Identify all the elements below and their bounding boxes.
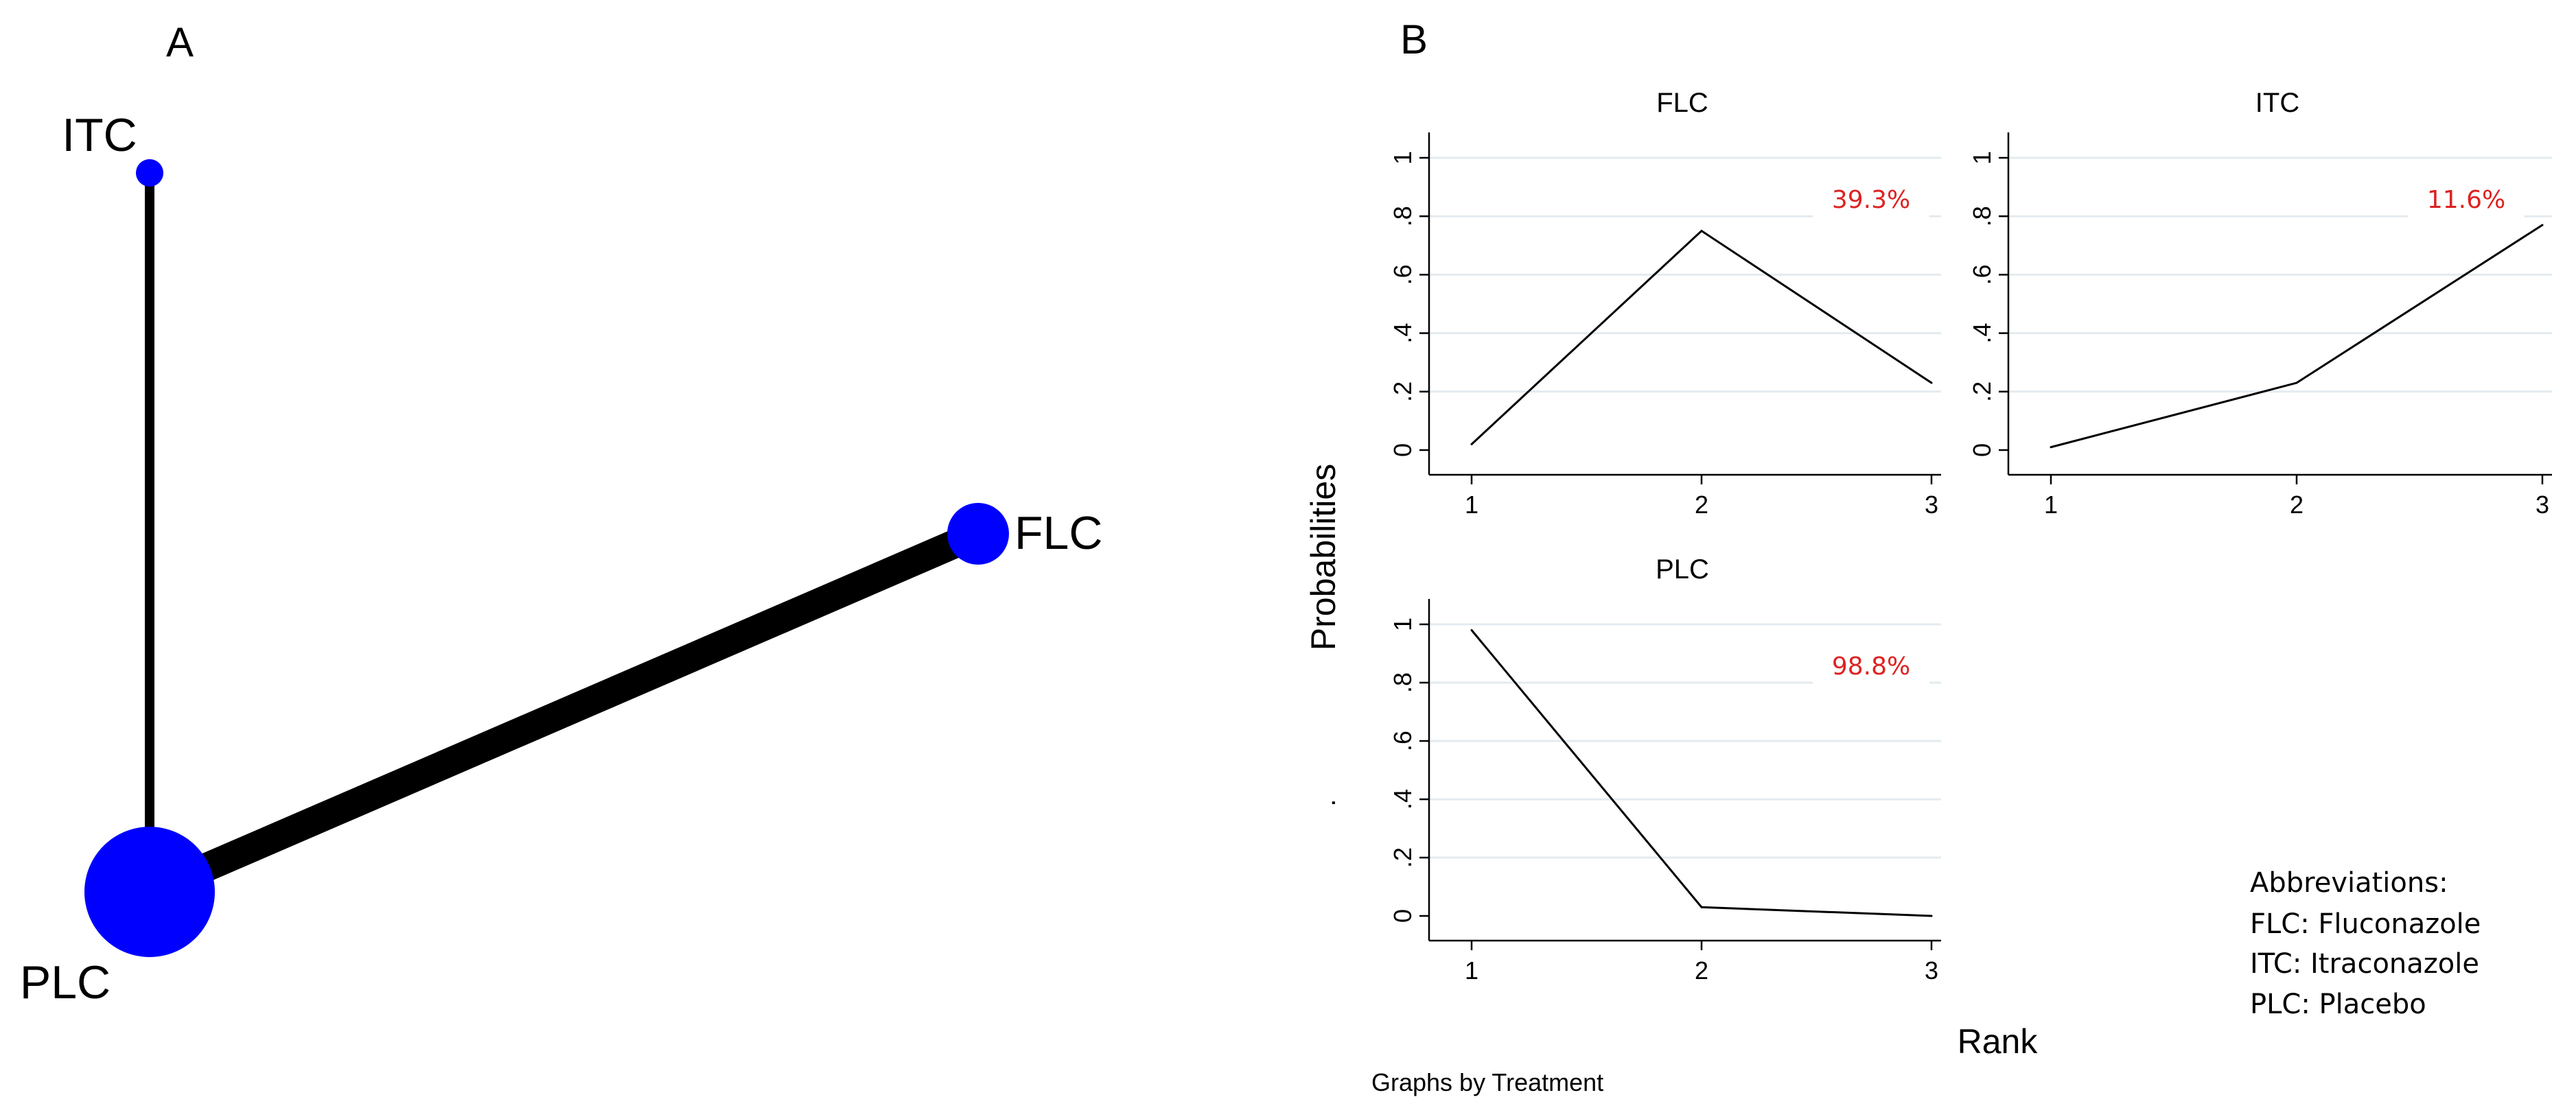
node-label-plc: PLC	[20, 956, 111, 1009]
rankogram-itc: 0 .2 .4 .6 .8 1 1 2 3 ITC 11.6%	[1968, 88, 2552, 519]
panel-a-label: A	[166, 19, 194, 65]
subplot-title: PLC	[1656, 554, 1709, 585]
node-label-itc: ITC	[62, 109, 137, 161]
edge-flc-plc	[143, 520, 984, 906]
x-tick-label: 2	[2290, 491, 2304, 519]
data-point	[1930, 915, 1933, 917]
y-axis-label-2: .	[1311, 799, 1341, 806]
y-tick-label: 0	[1389, 909, 1417, 923]
abbreviations-title: Abbreviations:	[2250, 867, 2448, 899]
y-tick-label: .4	[1389, 323, 1417, 344]
rankogram-plc: 0 .2 .4 .6 .8 1 1 2 3 PLC 98.8%	[1389, 554, 1941, 985]
subplot-title: ITC	[2255, 88, 2299, 118]
x-tick-label: 1	[2044, 491, 2058, 519]
data-point	[1470, 629, 1473, 631]
data-point	[2050, 446, 2052, 449]
series-line	[1470, 229, 1932, 445]
rankogram-flc: 0 .2 .4 .6 .8 1 1 2 3 FLC 39.3%	[1389, 88, 1941, 519]
y-tick-label: .6	[1389, 731, 1417, 751]
y-tick-label: .2	[1968, 381, 1996, 402]
abbreviation-itc: ITC: Itraconazole	[2250, 948, 2479, 980]
y-tick-label: 1	[1389, 151, 1417, 165]
data-point	[1470, 443, 1473, 445]
data-point	[2541, 224, 2544, 226]
abbreviation-flc: FLC: Fluconazole	[2250, 908, 2481, 940]
abbreviation-plc: PLC: Placebo	[2250, 989, 2426, 1020]
y-tick-label: 1	[1389, 617, 1417, 631]
abbreviations-legend: Abbreviations: FLC: Fluconazole ITC: Itr…	[2250, 867, 2481, 1020]
annotation-background	[1813, 197, 1929, 236]
annotation-background	[2408, 197, 2525, 236]
node-plc	[84, 827, 215, 957]
sucra-annotation: 39.3%	[1832, 186, 1910, 214]
y-tick-label: .2	[1389, 381, 1417, 402]
y-axis-label: Probabilities	[1304, 464, 1343, 650]
series-line	[2050, 224, 2543, 449]
y-tick-label: 0	[1968, 443, 1996, 457]
x-tick-label: 3	[2536, 491, 2549, 519]
y-tick-label: .2	[1389, 847, 1417, 868]
sucra-annotation: 11.6%	[2427, 186, 2505, 214]
y-tick-label: 1	[1968, 151, 1996, 165]
data-point	[1700, 230, 1703, 232]
y-tick-label: .6	[1968, 264, 1996, 285]
network-panel: A ITC FLC PLC	[20, 19, 1103, 1009]
data-point	[1930, 381, 1933, 384]
data-point	[2295, 381, 2298, 384]
y-tick-label: .4	[1968, 323, 1996, 344]
y-tick-label: .6	[1389, 264, 1417, 285]
y-tick-label: .8	[1389, 672, 1417, 693]
x-tick-label: 3	[1925, 491, 1938, 519]
y-tick-label: .4	[1389, 789, 1417, 810]
data-point	[1700, 906, 1703, 908]
y-tick-label: .8	[1389, 206, 1417, 226]
node-itc	[136, 159, 163, 187]
subplot-title: FLC	[1656, 88, 1708, 118]
node-flc	[947, 503, 1009, 565]
annotation-background	[1813, 663, 1929, 702]
x-tick-label: 1	[1465, 956, 1478, 985]
node-label-flc: FLC	[1014, 507, 1102, 559]
x-tick-label: 2	[1695, 956, 1708, 985]
x-tick-label: 3	[1925, 956, 1938, 985]
y-tick-label: .8	[1968, 206, 1996, 226]
x-tick-label: 2	[1695, 491, 1708, 519]
panel-b-label: B	[1400, 16, 1428, 62]
x-axis-label: Rank	[1958, 1022, 2039, 1061]
graphs-by-note: Graphs by Treatment	[1371, 1068, 1603, 1096]
sucra-annotation: 98.8%	[1832, 652, 1910, 681]
y-tick-label: 0	[1389, 443, 1417, 457]
x-tick-label: 1	[1465, 491, 1478, 519]
